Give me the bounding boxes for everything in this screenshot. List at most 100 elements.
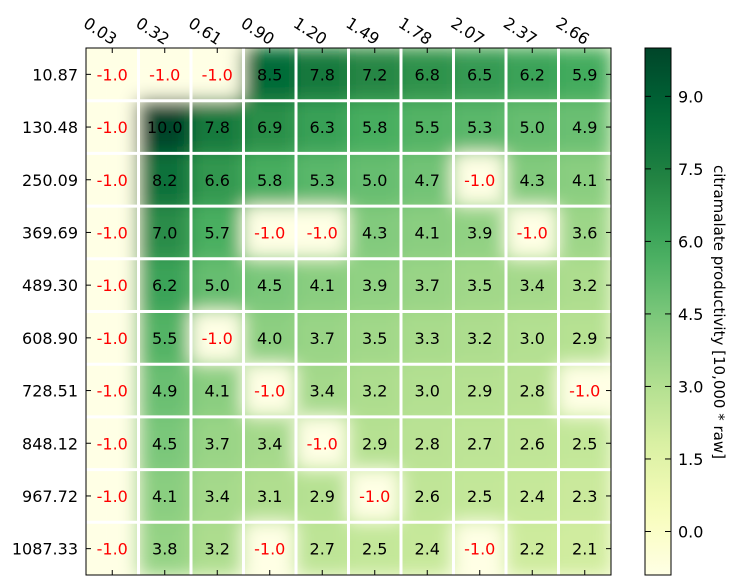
cell-value-label: 3.9 [467, 223, 492, 242]
cell-value-label: -1.0 [97, 540, 128, 559]
heat-cell [400, 415, 455, 471]
cell-value-label: -1.0 [97, 276, 128, 295]
heat-cell [452, 310, 507, 366]
heat-cell [557, 521, 611, 575]
x-tick-label: 0.90 [238, 13, 278, 48]
heat-cell [295, 363, 350, 418]
colorbar-fill [644, 47, 672, 576]
heat-cell [242, 152, 297, 208]
heat-cell [137, 521, 192, 575]
heat-cell [242, 521, 297, 575]
cell-value-label: 2.7 [467, 434, 492, 453]
heat-cell [505, 48, 560, 102]
cell-value-label: -1.0 [517, 223, 548, 242]
cell-value-label: -1.0 [97, 434, 128, 453]
cell-value-label: 2.4 [520, 487, 545, 506]
cell-value-label: 5.7 [205, 223, 230, 242]
heat-cell [295, 310, 350, 366]
heat-cell [137, 363, 192, 418]
heat-cell [505, 415, 560, 471]
y-tick-label: 489.30 [22, 276, 78, 295]
heat-cell [86, 99, 140, 155]
cell-value-label: 2.3 [572, 487, 597, 506]
cell-value-label: 4.5 [152, 434, 177, 453]
cell-value-label: 4.9 [152, 382, 177, 401]
heat-cell [86, 468, 140, 524]
cell-value-label: 2.6 [415, 487, 440, 506]
cell-value-label: 2.8 [415, 434, 440, 453]
cell-value-label: 2.1 [572, 540, 597, 559]
cell-value-label: 6.8 [415, 65, 440, 84]
heat-cell [295, 152, 350, 208]
cell-value-label: 2.5 [467, 487, 492, 506]
axis-ticks [86, 48, 611, 575]
y-tick-label: 728.51 [22, 382, 78, 401]
heat-cell [400, 363, 455, 418]
heat-cell [86, 415, 140, 471]
cell-value-label: -1.0 [202, 329, 233, 348]
heat-cell [190, 521, 245, 575]
colorbar-tick-label: 0.0 [678, 522, 703, 541]
cell-value-label: 5.8 [362, 118, 387, 137]
y-tick-label: 848.12 [22, 434, 78, 453]
heat-cell [557, 48, 611, 102]
heat-cell [557, 152, 611, 208]
heat-cell [557, 468, 611, 524]
cell-value-labels: -1.0 -1.0 -1.0 8.5 7.8 7.2 6.8 6.5 6.2 5.9 -1.0 10.… [97, 65, 601, 558]
heat-cell [452, 415, 507, 471]
cell-value-label: 3.2 [467, 329, 492, 348]
cell-value-label: 2.4 [415, 540, 440, 559]
cell-value-label: 3.0 [415, 382, 440, 401]
heat-cell [505, 257, 560, 313]
cell-value-label: 4.1 [572, 171, 597, 190]
heat-cell [452, 99, 507, 155]
cell-value-label: -1.0 [254, 382, 285, 401]
heat-cell [347, 415, 402, 471]
cell-value-label: 4.1 [310, 276, 335, 295]
y-tick-label: 608.90 [22, 329, 78, 348]
heat-cell [505, 152, 560, 208]
heat-cell [400, 99, 455, 155]
plot-area: -1.0 -1.0 -1.0 8.5 7.8 7.2 6.8 6.5 6.2 5.9 -1.0 10.… [85, 47, 612, 576]
heat-cell [242, 257, 297, 313]
heat-cell [86, 363, 140, 418]
heat-cell [86, 152, 140, 208]
heat-cell [505, 521, 560, 575]
cell-value-label: 3.0 [520, 329, 545, 348]
x-tick-label: 0.32 [133, 13, 173, 48]
heat-cell [400, 205, 455, 260]
cell-value-label: 5.0 [362, 171, 387, 190]
y-tick-label: 967.72 [22, 487, 78, 506]
heat-cell [190, 310, 245, 366]
cell-value-label: 4.5 [257, 276, 282, 295]
cell-value-label: 2.9 [362, 434, 387, 453]
heat-cell [86, 48, 140, 102]
cell-value-label: -1.0 [359, 487, 390, 506]
cell-value-label: -1.0 [97, 171, 128, 190]
cell-value-label: 6.2 [152, 276, 177, 295]
heat-cell [452, 152, 507, 208]
cell-value-label: 3.5 [362, 329, 387, 348]
heat-cell [190, 468, 245, 524]
x-tick-label: 2.37 [500, 13, 540, 48]
heat-cell [505, 205, 560, 260]
y-tick-label: 250.09 [22, 171, 78, 190]
heat-cell [242, 363, 297, 418]
cell-value-label: -1.0 [97, 223, 128, 242]
cell-value-label: 3.8 [152, 540, 177, 559]
heat-cell [347, 152, 402, 208]
cell-value-label: 5.5 [152, 329, 177, 348]
x-tick-label: 0.61 [185, 13, 225, 48]
cell-value-label: 5.3 [467, 118, 492, 137]
heat-cell [557, 99, 611, 155]
cell-value-label: -1.0 [97, 65, 128, 84]
colorbar-tick-label: 7.5 [678, 160, 703, 179]
cell-value-label: -1.0 [464, 540, 495, 559]
cell-value-label: 4.7 [415, 171, 440, 190]
cell-value-label: 3.7 [415, 276, 440, 295]
cell-value-label: 3.7 [310, 329, 335, 348]
cell-grid [86, 48, 611, 575]
heat-cell [295, 521, 350, 575]
y-tick-label: 10.87 [32, 65, 78, 84]
heat-cell [137, 468, 192, 524]
